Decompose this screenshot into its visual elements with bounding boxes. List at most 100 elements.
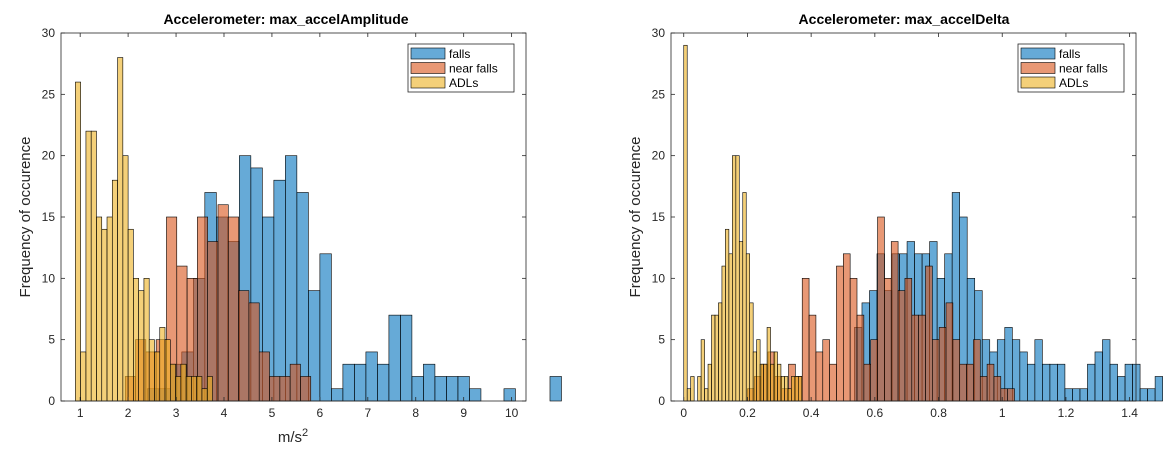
bar [993,376,1002,402]
bar [808,314,817,402]
bar [745,253,750,402]
bar [842,253,851,402]
x-tick-label: 0.2 [739,406,756,420]
bar [331,388,344,402]
y-tick-label: 30 [42,26,56,40]
bar [196,376,203,402]
bar [756,339,761,402]
bar [791,376,796,402]
series-ADLs [75,57,213,402]
bar [164,339,171,402]
bar [718,302,723,402]
bar [143,278,150,402]
bar [1027,363,1036,402]
bar [289,363,301,402]
bar [856,314,865,402]
bar [159,327,166,402]
bar [80,351,87,402]
bar [707,363,712,402]
x-tick-label: 0 [680,406,687,420]
bar [770,363,775,402]
bar [721,265,726,402]
y-axis-label: Frequency of occurence [627,137,644,298]
x-tick-label: 1 [999,406,1006,420]
bar [503,388,516,402]
bar [1079,388,1088,402]
legend-swatch [410,76,446,89]
bar [138,290,145,402]
bar [279,376,291,402]
y-tick-label: 5 [658,333,665,347]
bar [1000,388,1008,402]
x-tick-label: 0.6 [866,406,883,420]
bar [1102,339,1111,402]
y-tick-label: 20 [652,149,666,163]
bar [763,363,768,402]
bar [911,314,919,402]
bar [1124,363,1133,402]
bar [966,363,974,402]
bar [217,204,229,402]
bar [732,155,737,402]
bar [342,363,355,402]
bar [549,376,562,402]
bar [106,216,113,402]
legend-label: ADLs [449,76,478,90]
bar [714,314,719,402]
chart-title: Accelerometer: max_accelDelta [799,11,1010,27]
x-tick-label: 4 [221,406,228,420]
bar [154,351,161,402]
bar [870,339,878,402]
x-tick-label: 9 [460,406,467,420]
y-tick-label: 0 [48,394,55,408]
bar [469,388,482,402]
bar [434,376,447,402]
y-tick-label: 5 [48,333,55,347]
bar [354,363,367,402]
x-axis-label-unit: m/s [278,429,302,446]
bar [759,363,764,402]
bar [690,376,695,402]
bar [700,339,705,402]
bar [1139,388,1148,402]
bar [248,302,260,402]
y-tick-label: 10 [42,271,56,285]
chart-title: Accelerometer: max_accelAmplitude [163,11,408,27]
bar [780,376,785,402]
bar [273,179,286,402]
bar [749,302,754,402]
x-tick-label: 2 [125,406,132,420]
bar [863,363,871,402]
bar [228,216,239,402]
series-ADLs [683,44,803,402]
bar [319,253,332,402]
bar [1087,363,1096,402]
bar [815,351,824,402]
bar [269,376,281,402]
y-tick-label: 15 [42,210,56,224]
bar [1072,388,1081,402]
y-tick-label: 25 [42,87,56,101]
bar [787,388,792,402]
legend-label: ADLs [1059,76,1088,90]
bar [728,253,733,402]
bar [725,228,730,402]
bar [423,363,436,402]
bar [170,363,176,402]
legend-swatch [410,47,446,60]
chart-panel-delta: Accelerometer: max_accelDelta Frequency … [627,11,1163,420]
bar [1057,363,1066,402]
bar [959,363,967,402]
bar [697,376,702,402]
bar [1117,376,1126,402]
legend-label: near falls [449,62,498,76]
x-axis-label-superscript: 2 [302,427,308,439]
bar [206,376,213,402]
y-tick-label: 25 [652,87,666,101]
bar [1019,351,1028,402]
plot-area: 0 0.2 0.4 0.6 0.8 1 1.2 1.4 0 5 10 15 20 25 30 [652,26,1163,420]
bar [735,155,740,402]
bar [238,290,250,402]
